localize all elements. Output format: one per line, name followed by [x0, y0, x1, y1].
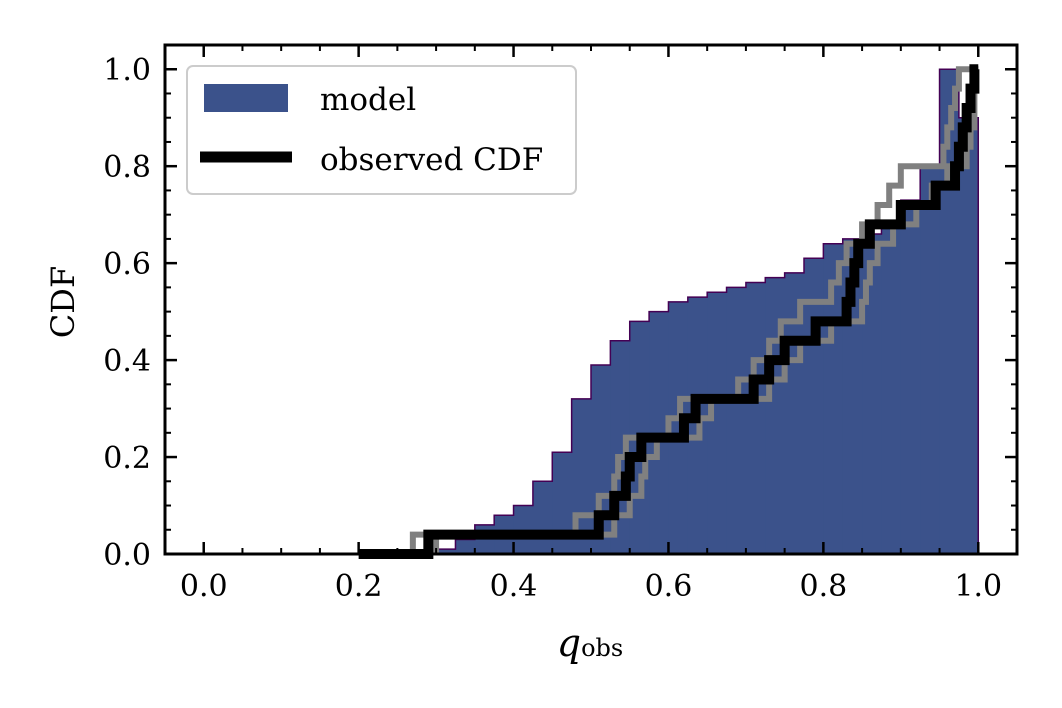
- model-bar: [455, 539, 476, 554]
- observed-cdf-line: [358, 64, 980, 559]
- model-bar: [707, 292, 728, 554]
- x-axis-label: qobs: [557, 621, 623, 665]
- x-axis-label-main: q: [557, 621, 581, 665]
- y-tick-label: 1.0: [103, 53, 151, 88]
- legend-observed-label: observed CDF: [320, 142, 543, 178]
- model-bar: [436, 549, 457, 554]
- model-bar: [881, 224, 902, 554]
- model-bar: [668, 301, 689, 554]
- legend: model observed CDF: [186, 65, 577, 195]
- envelope-upper-line: [409, 66, 979, 554]
- model-bar: [862, 234, 883, 555]
- model-bar: [920, 166, 941, 554]
- x-tick-label: 1.0: [954, 569, 1002, 604]
- x-tick-label: 0.8: [800, 569, 848, 604]
- legend-model-label: model: [320, 82, 416, 118]
- model-bar: [552, 452, 573, 554]
- x-axis-label-sub: obs: [581, 634, 623, 662]
- model-bar: [745, 282, 766, 554]
- y-tick-label: 0.4: [103, 344, 151, 379]
- y-tick-label: 0.6: [103, 247, 151, 282]
- axes: 0.0 0.2 0.4 0.6 0.8 1.0 0.0 0.2 0.4 0.6 0.8 1.0: [103, 43, 1019, 604]
- x-tick-label: 0.6: [645, 569, 693, 604]
- y-axis-label: CDF: [44, 266, 82, 338]
- model-bar: [900, 200, 921, 554]
- model-bar: [532, 481, 553, 554]
- model-bar: [958, 117, 979, 554]
- y-tick-label: 0.8: [103, 150, 151, 185]
- plot-area: [358, 64, 980, 559]
- y-tick-label: 0.0: [103, 538, 151, 573]
- legend-model-swatch: [204, 84, 288, 112]
- y-tick-label: 0.2: [103, 441, 151, 476]
- x-tick-label: 0.2: [335, 569, 383, 604]
- x-tick-label: 0.0: [180, 569, 228, 604]
- x-tick-label: 0.4: [490, 569, 538, 604]
- model-bar: [726, 287, 747, 554]
